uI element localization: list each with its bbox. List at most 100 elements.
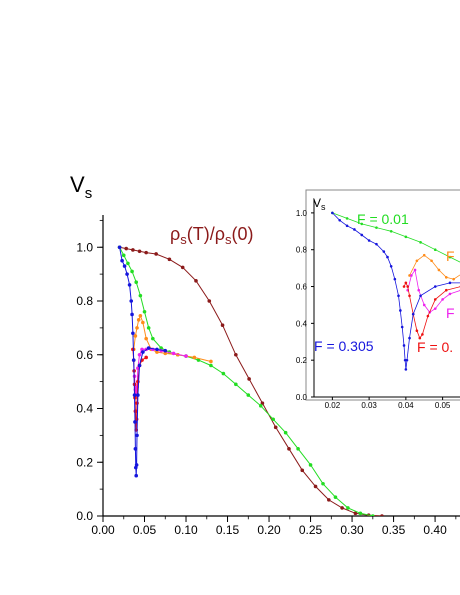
main-series-point-orange	[133, 334, 138, 338]
inset-series-point-blue	[345, 224, 349, 228]
main-series-point-green	[196, 358, 201, 362]
main-series-point-red	[135, 401, 139, 405]
inset-series-point-magenta	[441, 298, 444, 301]
main-y-tick-label: 0.4	[76, 402, 93, 416]
main-x-tick-label: 0.05	[133, 523, 157, 537]
inset-y-tick-label: 0.2	[296, 356, 308, 365]
inset-series-point-magenta	[422, 303, 426, 307]
main-ylabel: Vs	[70, 172, 92, 202]
main-series-point-rho	[327, 498, 331, 502]
main-series-point-green	[246, 393, 251, 397]
inset-series-point-blue	[353, 228, 356, 231]
inset-series-point-orange	[430, 259, 433, 263]
inset-plot: 0.02 0.03 0.04 0.05 0.0 0.2 0.4 0.6 0.8 1.0	[296, 200, 460, 410]
main-series-point-rho	[144, 250, 148, 255]
main-series-point-red	[133, 409, 138, 413]
main-series-point-blue	[120, 258, 124, 263]
main-series-point-blue	[117, 245, 122, 250]
inset-series-point-blue	[375, 242, 378, 246]
main-series-point-blue	[133, 447, 138, 451]
main-series-point-blue	[133, 420, 137, 424]
main-series-point-green	[333, 495, 338, 499]
inset-series-point-red	[402, 285, 406, 288]
main-series-point-orange	[163, 351, 168, 356]
main-series-point-green	[296, 447, 300, 451]
main-series-point-green	[134, 280, 139, 284]
inset-series-point-orange	[452, 277, 455, 281]
inset-series-point-red	[408, 294, 411, 298]
main-series-point-rho	[124, 246, 129, 251]
main-series-point-rho	[131, 248, 135, 252]
main-series-point-blue	[127, 283, 132, 287]
main-ylabel-main: V	[70, 172, 85, 197]
main-y-tick-label: 1.0	[76, 240, 93, 254]
main-x-tick-label: 0.35	[382, 523, 406, 537]
main-series-point-rho	[380, 514, 384, 516]
main-y-tick-label: 0.0	[76, 509, 93, 523]
main-x-tick-label: 0.20	[257, 523, 281, 537]
inset-series-point-orange	[437, 268, 441, 272]
inset-series-point-blue	[411, 312, 415, 316]
main-y-tick-label: 0.6	[76, 348, 93, 362]
inset-series-point-blue	[367, 239, 371, 242]
inset-series-point-green	[360, 222, 364, 226]
inset-y-tick-label: 0.0	[296, 393, 308, 402]
inset-series-point-orange	[422, 253, 426, 257]
inset-x-tick-label: 0.05	[435, 401, 451, 410]
main-series-point-blue	[146, 346, 151, 350]
main-series-point-blue	[135, 433, 139, 438]
main-series-point-green	[138, 293, 143, 298]
main-series-group	[117, 245, 384, 516]
inset-series-point-orange	[444, 276, 448, 279]
main-series-point-orange	[155, 350, 159, 354]
main-series-point-rho	[180, 265, 185, 270]
inset-x-tick-label: 0.02	[325, 401, 341, 410]
main-series-point-blue	[131, 331, 135, 336]
main-series-point-blue	[155, 347, 159, 352]
inset-series-point-blue	[382, 250, 386, 253]
main-series-point-rho	[353, 511, 358, 516]
inset-series-point-magenta	[413, 268, 417, 272]
main-x-tick-label: 0.30	[340, 523, 364, 537]
inset-series-point-red	[415, 329, 419, 333]
main-x-tick-label: 0.40	[423, 523, 447, 537]
inset-series-point-blue	[408, 336, 411, 340]
inset-series-point-blue	[403, 358, 407, 362]
main-series-point-green	[159, 346, 163, 350]
inset-series-point-red	[444, 288, 448, 292]
inset-ylabel-main: V	[313, 196, 321, 210]
main-series-point-green	[209, 363, 213, 368]
main-series-point-green	[308, 463, 313, 467]
inset-x-tick-label: 0.04	[398, 401, 414, 410]
rho-annotation-rho2: ρ	[215, 224, 225, 244]
inset-series-point-magenta	[410, 274, 413, 277]
main-series-point-green	[234, 382, 238, 387]
main-series-point-rho	[247, 377, 251, 381]
main-series-point-rho	[340, 506, 344, 510]
inset-series-point-blue	[338, 218, 342, 222]
inset-series-point-blue	[402, 344, 406, 347]
main-series-point-green	[130, 269, 134, 274]
main-series-point-green	[146, 326, 151, 330]
main-series-point-green	[346, 506, 350, 510]
inset-series-point-blue	[405, 358, 409, 362]
inset-label-blue: F = 0.305	[314, 338, 374, 354]
inset-series-point-magenta	[433, 307, 437, 310]
main-y-tick-label: 0.2	[76, 455, 93, 469]
inset-series-point-red	[433, 298, 437, 301]
main-ylabel-sub: s	[85, 185, 93, 202]
main-series-point-rho	[287, 447, 291, 451]
inset-series-point-blue	[400, 325, 404, 329]
inset-series-point-blue	[331, 211, 334, 215]
inset-series-group	[331, 211, 460, 371]
main-series-point-blue	[134, 463, 139, 467]
main-x-tick-label: 0.15	[216, 523, 240, 537]
main-series-point-orange	[138, 313, 143, 318]
main-x-tick-label: 0.10	[174, 523, 198, 537]
main-series-point-magenta	[171, 351, 176, 356]
inset-series-point-red	[418, 336, 422, 340]
main-series-point-red	[144, 355, 148, 360]
inset-series-point-blue	[404, 368, 408, 371]
main-series-point-green	[321, 481, 325, 486]
rho-annotation-s2: s	[225, 232, 232, 247]
